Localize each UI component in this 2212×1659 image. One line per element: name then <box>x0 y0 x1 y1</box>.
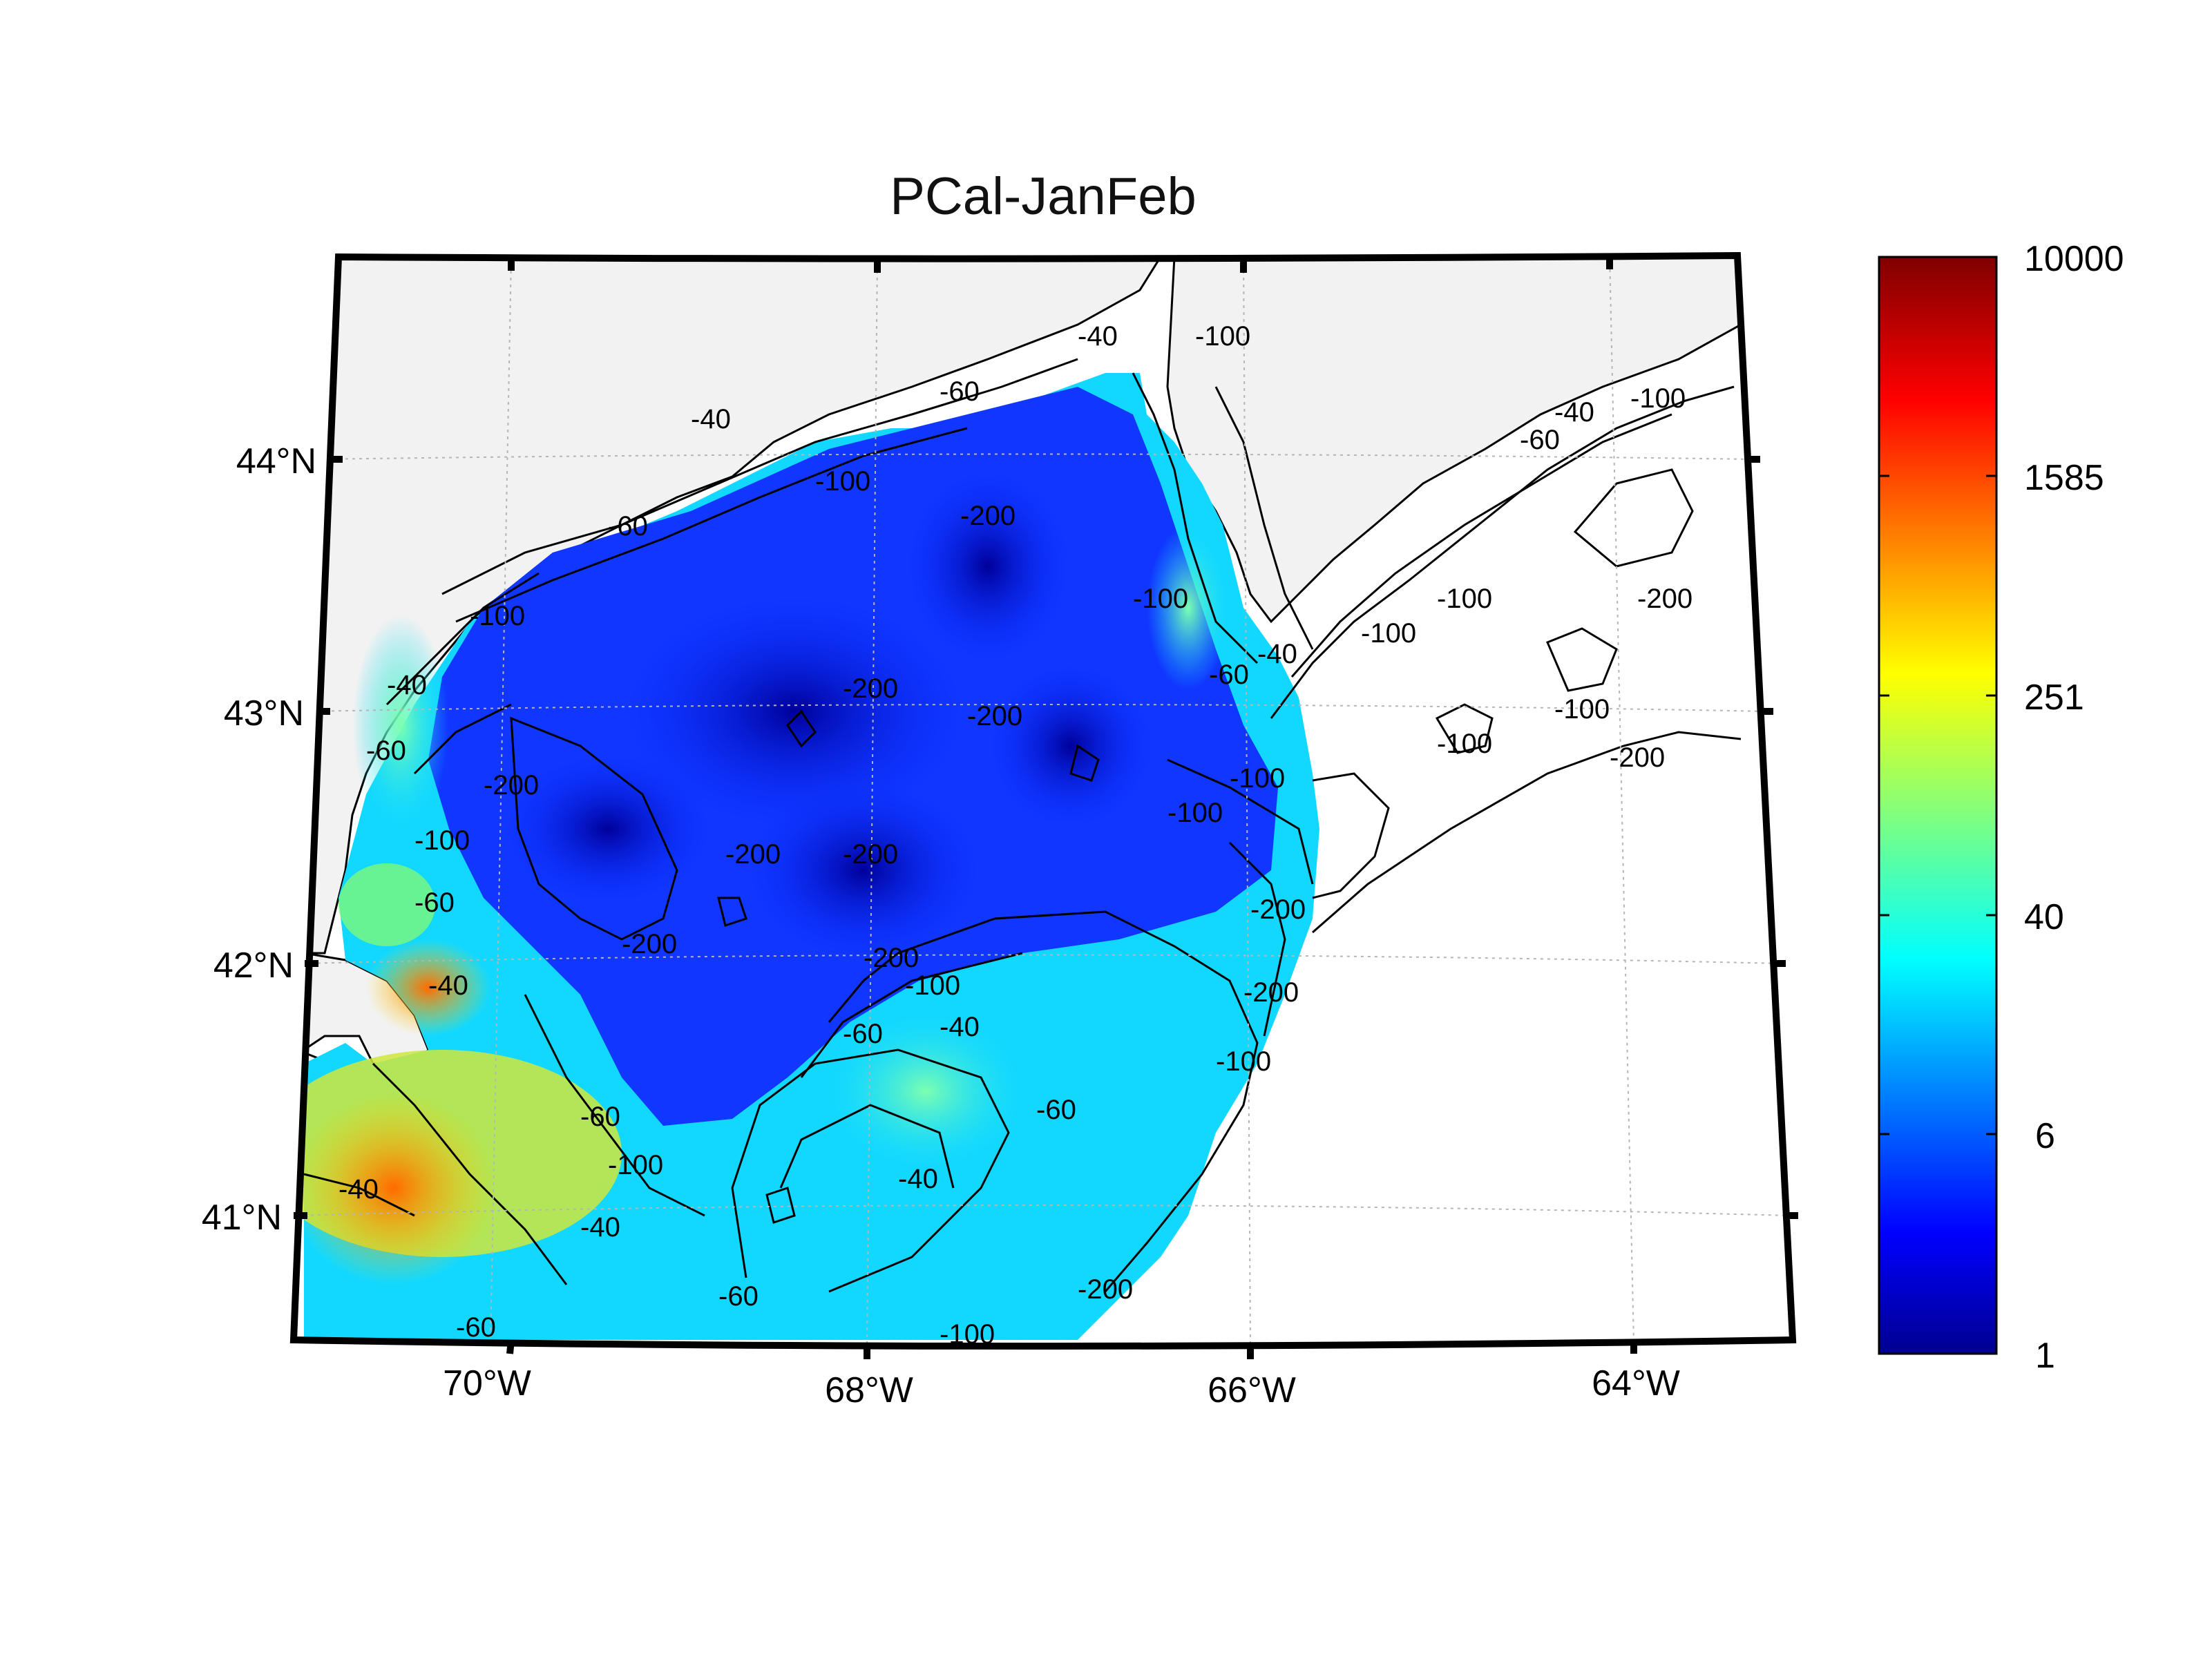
contour-label: -200 <box>1637 584 1693 614</box>
lat-tick-label: 43°N <box>224 693 304 733</box>
colorbar-tick-label: 6 <box>2035 1116 2055 1156</box>
frame-ticks <box>294 256 1798 1359</box>
contour-label: -60 <box>843 1019 883 1049</box>
colorbar-tick-label: 251 <box>2024 678 2084 718</box>
contour-label: -40 <box>339 1174 379 1205</box>
heatmap-field <box>294 373 1319 1340</box>
contour-labels: -60 -100 -60 -40 -100 -40 -60 -200 -100 … <box>339 321 1693 1350</box>
contour-label: -60 <box>1520 425 1560 455</box>
contour-label: -100 <box>1437 729 1492 759</box>
contour-label: -200 <box>1250 894 1306 925</box>
contour-label: -200 <box>843 673 898 704</box>
contour-label: -200 <box>967 701 1022 731</box>
contour-label: -100 <box>940 1319 995 1350</box>
contour-label: -200 <box>1610 742 1665 773</box>
lat-tick-label: 44°N <box>236 441 316 481</box>
contour-label: -100 <box>815 466 870 497</box>
contour-label: -100 <box>1216 1046 1271 1077</box>
colorbar-tick-label: 1585 <box>2024 458 2104 498</box>
map-frame <box>289 251 1797 1350</box>
contour-label: -200 <box>484 770 539 800</box>
lat-tick-label: 41°N <box>202 1198 282 1238</box>
chart-title: PCal-JanFeb <box>890 167 1196 226</box>
contour-label: -200 <box>960 501 1016 531</box>
contour-label: -60 <box>718 1281 759 1312</box>
contour-label: -100 <box>1630 383 1686 414</box>
contour-label: -100 <box>1133 584 1188 614</box>
contour-label: -200 <box>725 839 781 870</box>
contour-label: -60 <box>1209 660 1249 690</box>
colorbar-gradient <box>1878 256 1998 1355</box>
contour-label: -200 <box>622 929 677 959</box>
contour-label: -40 <box>580 1212 620 1243</box>
contour-label: -60 <box>608 511 648 541</box>
contour-label: -40 <box>898 1164 938 1194</box>
contour-label: -200 <box>1078 1274 1133 1305</box>
contour-label: -100 <box>1554 694 1610 725</box>
contour-label: -40 <box>940 1012 980 1042</box>
contour-label: -60 <box>580 1102 620 1132</box>
colorbar-tick-label: 40 <box>2024 897 2064 937</box>
contour-label: -40 <box>428 970 468 1001</box>
lon-tick-label: 64°W <box>1592 1363 1680 1403</box>
graticule <box>296 256 1790 1346</box>
contour-label: -100 <box>1230 763 1285 794</box>
contour-label: -100 <box>1167 798 1223 828</box>
contour-label: -100 <box>608 1150 663 1180</box>
contour-label: -40 <box>1078 321 1118 352</box>
depth-contours <box>303 358 1742 1293</box>
contour-label: -60 <box>1036 1095 1076 1125</box>
contour-label: -100 <box>470 601 525 631</box>
contour-label: -200 <box>843 839 898 870</box>
map-area <box>294 256 1793 1346</box>
contour-label: -100 <box>414 825 470 856</box>
contour-label: -100 <box>1361 618 1416 649</box>
contour-label: -100 <box>1195 321 1250 352</box>
latitude-labels: 44°N 43°N 42°N 41°N <box>202 441 316 1238</box>
lon-tick-label: 68°W <box>825 1370 913 1410</box>
contour-label: -60 <box>456 1312 496 1343</box>
contour-label: -100 <box>905 970 960 1001</box>
contour-label: -60 <box>366 736 406 766</box>
lon-tick-label: 70°W <box>443 1363 531 1403</box>
colorbar-tick-label: 10000 <box>2024 239 2124 279</box>
longitude-labels: 70°W 68°W 66°W 64°W <box>443 1363 1680 1410</box>
contour-label: -60 <box>414 888 455 918</box>
contour-label: -40 <box>691 404 731 434</box>
colorbar-ticks <box>1879 256 1996 1355</box>
contour-label: -40 <box>1554 397 1594 428</box>
colorbar-tick-label: 1 <box>2035 1336 2055 1376</box>
contour-label: -40 <box>1257 639 1297 669</box>
colorbar: 10000 1585 251 40 6 1 <box>1878 239 2124 1376</box>
contour-label: -200 <box>864 943 919 973</box>
contour-label: -100 <box>1437 584 1492 614</box>
contour-label: -40 <box>387 670 427 700</box>
lat-tick-label: 42°N <box>213 946 294 986</box>
lon-tick-label: 66°W <box>1208 1370 1296 1410</box>
contour-label: -60 <box>940 376 980 407</box>
contour-label: -200 <box>1243 977 1299 1008</box>
